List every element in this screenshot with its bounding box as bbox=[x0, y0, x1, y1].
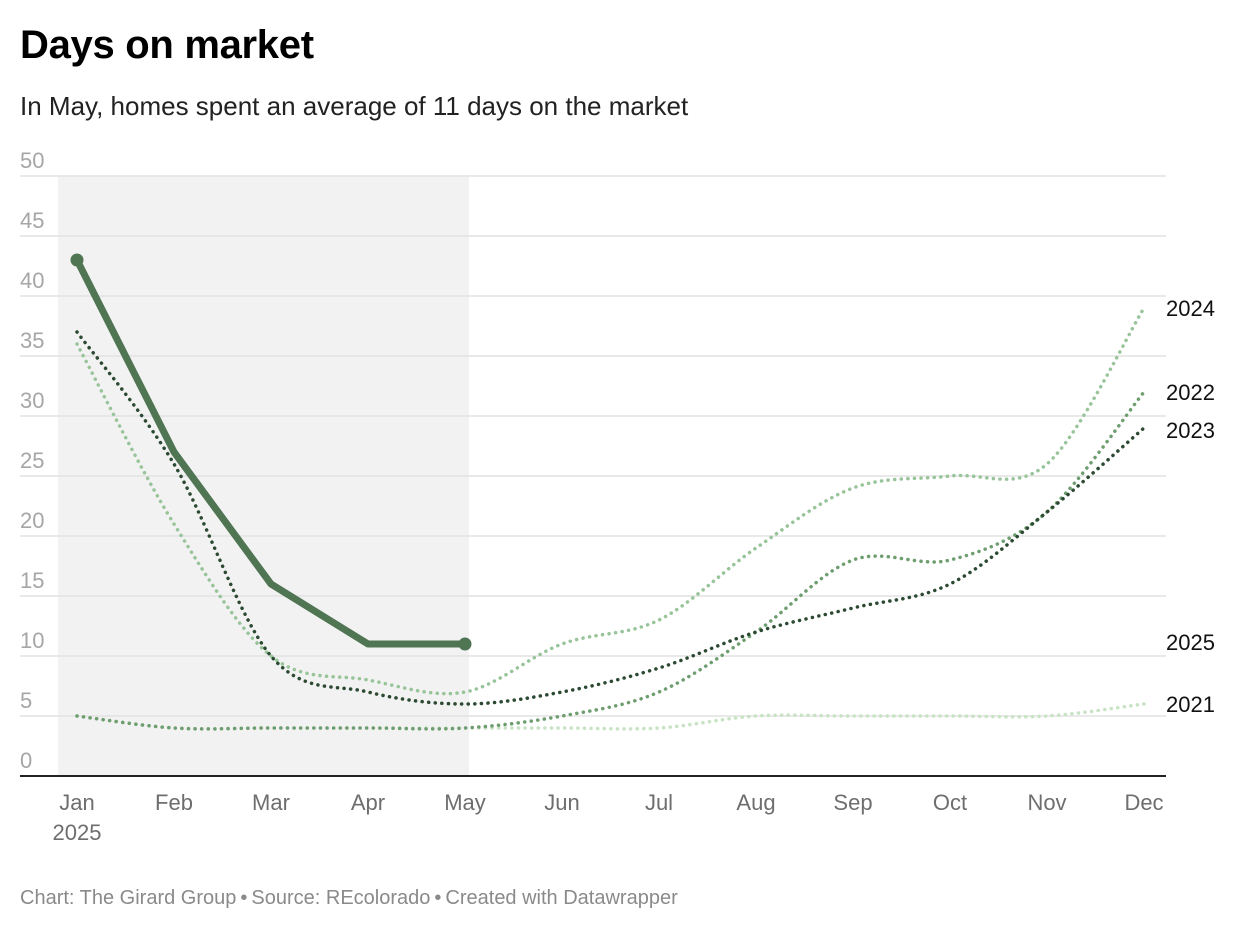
y-tick-label: 30 bbox=[20, 388, 44, 413]
x-tick-label: Aug bbox=[736, 790, 775, 815]
footer-source: Source: REcolorado bbox=[251, 887, 431, 909]
series-2022-label: 2022 bbox=[1166, 380, 1215, 405]
y-axis-ticks: 0 5 10 15 20 25 30 35 40 45 50 bbox=[20, 148, 44, 773]
x-tick-label: Apr bbox=[351, 790, 385, 815]
footer-chart-credit: Chart: The Girard Group bbox=[20, 887, 237, 909]
y-tick-label: 25 bbox=[20, 448, 44, 473]
chart-subtitle: In May, homes spent an average of 11 day… bbox=[20, 91, 689, 121]
series-2024-line bbox=[75, 306, 1146, 696]
footer-created-with: Created with Datawrapper bbox=[445, 887, 678, 909]
series-2025-end-point bbox=[458, 637, 472, 651]
y-tick-label: 5 bbox=[20, 688, 32, 713]
x-tick-label: Jun bbox=[544, 790, 579, 815]
x-tick-label: May bbox=[444, 790, 486, 815]
y-tick-label: 45 bbox=[20, 208, 44, 233]
chart-title: Days on market bbox=[20, 23, 314, 67]
x-tick-label: Sep bbox=[833, 790, 872, 815]
y-tick-label: 15 bbox=[20, 568, 44, 593]
y-tick-label: 40 bbox=[20, 268, 44, 293]
series-2024-label: 2024 bbox=[1166, 296, 1215, 321]
x-axis-ticks: Jan Feb Mar Apr May Jun Jul Aug Sep Oct Nov Dec 2025 bbox=[53, 790, 1164, 845]
x-tick-label: Nov bbox=[1027, 790, 1066, 815]
x-year-label: 2025 bbox=[53, 820, 102, 845]
x-tick-label: Jan bbox=[59, 790, 94, 815]
footer-separator: • bbox=[434, 887, 442, 909]
series-2025-label: 2025 bbox=[1166, 630, 1215, 655]
y-tick-label: 35 bbox=[20, 328, 44, 353]
y-tick-label: 50 bbox=[20, 148, 44, 173]
series-2022-line bbox=[75, 390, 1146, 731]
series-2021-label: 2021 bbox=[1166, 692, 1215, 717]
chart-footer: Chart: The Girard Group • Source: REcolora… bbox=[20, 884, 678, 912]
series-2025-line bbox=[73, 256, 469, 648]
series-2023-line bbox=[75, 330, 1146, 706]
x-tick-label: Dec bbox=[1124, 790, 1163, 815]
series-2025-start-point bbox=[70, 253, 84, 267]
y-tick-label: 0 bbox=[20, 748, 32, 773]
x-tick-label: Mar bbox=[252, 790, 290, 815]
x-tick-label: Jul bbox=[645, 790, 673, 815]
series-2023-label: 2023 bbox=[1166, 418, 1215, 443]
x-tick-label: Feb bbox=[155, 790, 193, 815]
series-lines bbox=[70, 253, 1146, 731]
footer-separator: • bbox=[240, 887, 248, 909]
y-tick-label: 20 bbox=[20, 508, 44, 533]
series-labels: 2021 2022 2024 2023 2025 bbox=[1166, 296, 1215, 717]
x-tick-label: Oct bbox=[933, 790, 967, 815]
y-tick-label: 10 bbox=[20, 628, 44, 653]
